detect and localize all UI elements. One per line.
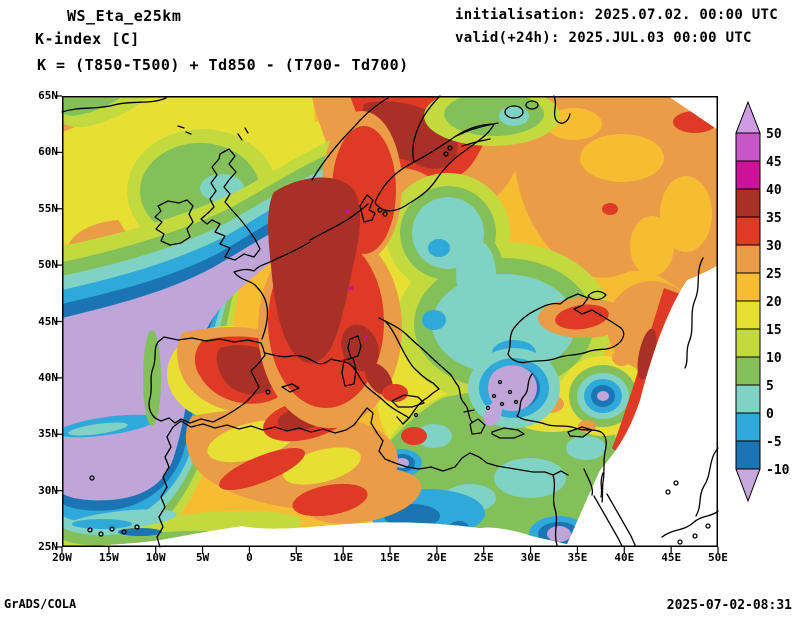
colorbar-tick-label: 40: [766, 183, 782, 198]
lon-tick-label: 10W: [145, 551, 166, 564]
colorbar-tick-label: -5: [766, 435, 782, 450]
colorbar-arrow: [735, 100, 761, 134]
generation-timestamp: 2025-07-02-08:31: [666, 598, 792, 613]
colorbar-segment: [735, 132, 761, 162]
valid-time-text: valid(+24h): 2025.JUL.03 00:00 UTC: [455, 30, 752, 46]
lon-tick-label: 45E: [661, 551, 682, 564]
lat-tick-label: 40N: [38, 370, 58, 384]
colorbar-tick-label: 5: [766, 379, 774, 394]
colorbar-tick-label: 15: [766, 323, 782, 338]
lon-tick-label: 20E: [426, 551, 447, 564]
lon-tick-label: 0: [246, 551, 253, 564]
colorbar-tick-label: 0: [766, 407, 774, 422]
colorbar-segment: [735, 300, 761, 330]
colorbar-segment: [735, 160, 761, 190]
coastlines: [61, 95, 719, 548]
colorbar-segment: [735, 216, 761, 246]
contour-fill-field: [62, 96, 718, 547]
lat-tick-label: 45N: [38, 314, 58, 328]
lon-tick-label: 5E: [289, 551, 303, 564]
colorbar-segment: [735, 188, 761, 218]
lon-tick-label: 50E: [708, 551, 728, 564]
colorbar-tick-label: 30: [766, 239, 782, 254]
lon-tick-label: 25E: [473, 551, 494, 564]
colorbar-segment: [735, 272, 761, 302]
colorbar-segment: [735, 384, 761, 414]
model-title: WS_Eta_e25km: [67, 7, 182, 25]
colorbar-segment: [735, 328, 761, 358]
colorbar-segment: [735, 440, 761, 470]
colorbar-tick-label: 35: [766, 211, 782, 226]
init-time-text: initialisation: 2025.07.02. 00:00 UTC: [455, 7, 778, 23]
map-frame: [62, 96, 718, 547]
colorbar-tick-label: 25: [766, 267, 782, 282]
lon-tick-label: 30E: [520, 551, 541, 564]
lat-tick-label: 55N: [38, 201, 58, 215]
lat-tick-label: 60N: [38, 145, 58, 159]
lon-tick-label: 10E: [333, 551, 354, 564]
grads-credit: GrADS/COLA: [4, 597, 77, 611]
formula-text: K = (T850-T500) + Td850 - (T700- Td700): [37, 56, 409, 74]
lat-tick-label: 65N: [38, 89, 58, 102]
lat-tick-label: 30N: [38, 483, 58, 497]
colorbar-tick-label: 20: [766, 295, 782, 310]
k-index-map: [55, 95, 719, 554]
lon-tick-label: 35E: [567, 551, 588, 564]
lon-tick-label: 15W: [98, 551, 119, 564]
axis-ticks: [55, 95, 719, 554]
lat-tick-label: 25N: [38, 540, 58, 553]
colorbar-segment: [735, 244, 761, 274]
lon-tick-label: 5W: [195, 551, 210, 564]
lon-tick-label: 40E: [614, 551, 635, 564]
lat-tick-label: 50N: [38, 258, 58, 272]
colorbar-tick-label: 45: [766, 155, 782, 170]
lat-tick-label: 35N: [38, 427, 58, 441]
parameter-title: K-index [C]: [35, 30, 140, 48]
colorbar-tick-label: 50: [766, 127, 782, 142]
colorbar: 50 45 40 35 30 25 20 15 10 5 0 -5 -10: [735, 100, 800, 506]
colorbar-arrow: [735, 468, 761, 503]
colorbar-tick-label: -10: [766, 463, 790, 478]
colorbar-tick-label: 10: [766, 351, 782, 366]
colorbar-segment: [735, 412, 761, 442]
lon-tick-label: 20W: [52, 551, 72, 564]
colorbar-segment: [735, 356, 761, 386]
lon-tick-label: 15E: [380, 551, 400, 564]
